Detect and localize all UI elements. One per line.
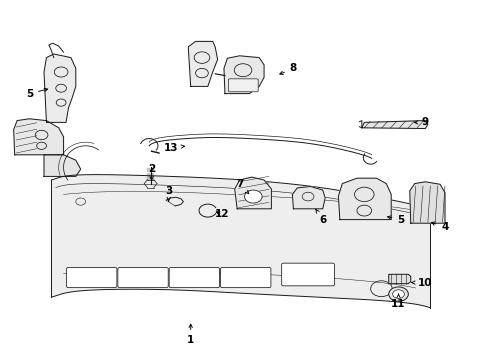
Text: 6: 6	[315, 210, 325, 225]
Circle shape	[388, 287, 407, 301]
Polygon shape	[44, 54, 76, 122]
Text: 8: 8	[279, 63, 296, 75]
Circle shape	[392, 290, 404, 298]
FancyBboxPatch shape	[66, 267, 117, 288]
Text: 5: 5	[26, 88, 47, 99]
Text: 9: 9	[414, 117, 428, 127]
Polygon shape	[409, 182, 444, 223]
FancyBboxPatch shape	[281, 263, 334, 286]
Polygon shape	[44, 155, 81, 176]
Polygon shape	[338, 178, 390, 220]
Circle shape	[244, 190, 262, 203]
Polygon shape	[14, 119, 63, 155]
Polygon shape	[388, 274, 410, 284]
FancyBboxPatch shape	[228, 79, 258, 92]
Text: 4: 4	[430, 222, 448, 232]
Text: 5: 5	[387, 215, 404, 225]
Text: 12: 12	[215, 209, 229, 219]
Text: 7: 7	[235, 179, 248, 194]
FancyBboxPatch shape	[220, 267, 270, 288]
Text: 3: 3	[165, 186, 172, 201]
Text: 11: 11	[390, 294, 405, 309]
Text: 10: 10	[411, 278, 432, 288]
FancyBboxPatch shape	[169, 267, 219, 288]
Polygon shape	[361, 121, 427, 129]
Polygon shape	[234, 177, 271, 209]
Text: 1: 1	[187, 324, 194, 345]
Text: 13: 13	[163, 143, 184, 153]
Polygon shape	[51, 175, 429, 308]
Polygon shape	[292, 186, 325, 209]
Polygon shape	[224, 56, 264, 94]
Polygon shape	[188, 41, 217, 86]
FancyBboxPatch shape	[118, 267, 168, 288]
Text: 2: 2	[148, 164, 155, 180]
